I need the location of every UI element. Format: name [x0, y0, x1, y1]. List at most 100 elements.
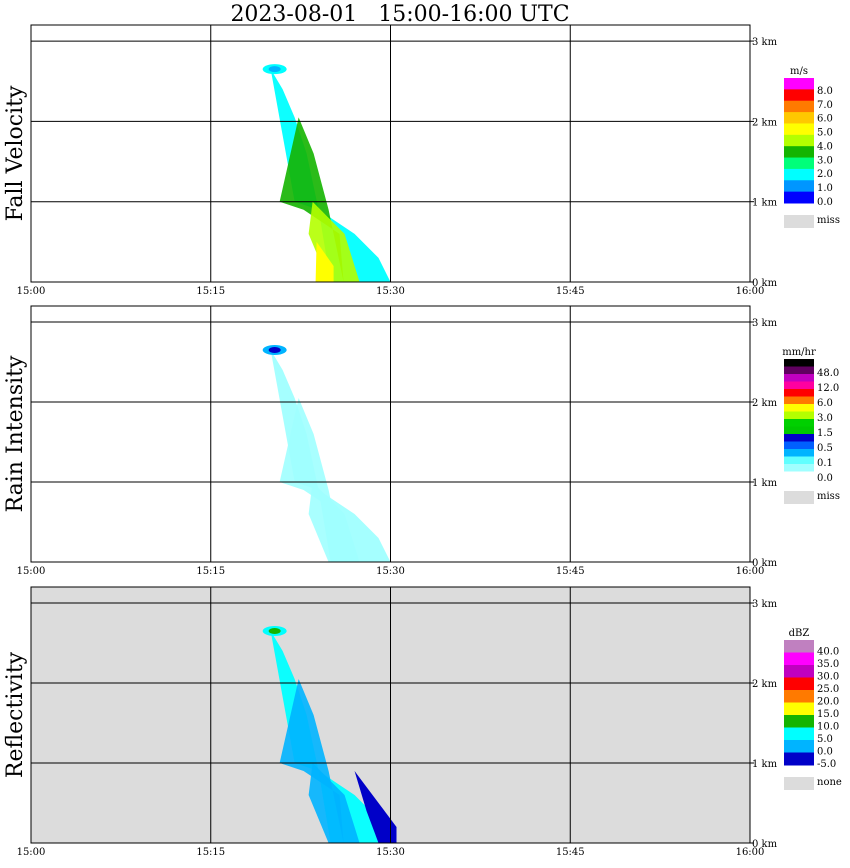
colorbar-swatch: [784, 464, 814, 472]
x-tick-label: 15:00: [17, 847, 46, 858]
grid: [31, 25, 750, 282]
colorbar-label: 4.0: [817, 141, 833, 152]
generating-cell-core: [268, 347, 281, 353]
grid: [31, 306, 750, 562]
colorbar-miss-swatch: [784, 777, 814, 790]
colorbar-swatch: [784, 366, 814, 375]
colorbar-label: 40.0: [817, 647, 839, 658]
echo-edge: [354, 771, 397, 843]
colorbar-label: 35.0: [817, 659, 839, 670]
colorbar-swatch: [784, 652, 814, 666]
x-tick-label: 15:15: [196, 286, 225, 297]
echo-region: [262, 626, 397, 843]
colorbar: dBZ 40.035.0 30.025.0 20.015.0 10.05.0 0.0-5.…: [784, 628, 842, 790]
echo-inner-core: [308, 482, 360, 562]
colorbar-swatch: [784, 89, 814, 102]
colorbar-swatch: [784, 157, 814, 170]
panel-1: 15:00 15:15 15:30 15:45 16:000 km 1 km 2 km 3 k…: [3, 24, 840, 297]
plot-frame: [30, 586, 751, 844]
colorbar-swatch: [784, 191, 814, 204]
colorbar-swatch: [784, 389, 814, 397]
colorbar-label: 6.0: [817, 398, 833, 409]
colorbar-label: 0.0: [817, 197, 833, 208]
x-tick-label: 15:00: [17, 286, 46, 297]
colorbar-label: 0.1: [817, 458, 833, 469]
echo-region: [262, 64, 391, 282]
y-tick-label: 3 km: [752, 318, 778, 329]
colorbar-swatch: [784, 112, 814, 124]
colorbar-swatch: [784, 715, 814, 728]
colorbar-unit: m/s: [790, 66, 808, 77]
x-tick-label: 15:30: [376, 566, 405, 577]
colorbar-label: -5.0: [817, 759, 836, 770]
panel-3: 15:00 15:15 15:30 15:45 16:000 km 1 km 2 km 3 k…: [3, 586, 842, 858]
x-tick-label: 15:45: [556, 847, 585, 858]
echo-region: [262, 345, 391, 562]
y-tick-label: 0 km: [752, 278, 778, 289]
x-tick-label: 15:45: [556, 286, 585, 297]
colorbar-label: 1.5: [817, 428, 833, 439]
echo-core: [279, 679, 344, 843]
y-tick-label: 1 km: [752, 759, 778, 770]
y-tick-label: 3 km: [752, 599, 778, 610]
colorbar-swatch: [784, 665, 814, 678]
colorbar-swatch: [784, 727, 814, 741]
colorbar-miss-label: miss: [817, 491, 840, 502]
colorbar-label: 6.0: [817, 114, 833, 125]
generating-cell-core: [268, 628, 281, 634]
colorbar-swatch: [784, 690, 814, 703]
echo-peak: [315, 241, 334, 282]
generating-cell-core: [268, 66, 281, 73]
colorbar-swatch: [784, 396, 814, 405]
colorbar-swatch: [784, 411, 814, 420]
y-tick-label: 2 km: [752, 679, 778, 690]
colorbar-label: 1.0: [817, 183, 833, 194]
colorbar: m/s 8.0 7.0 6.0 5.0 4.0 3.0 2.0 1.0 0.0 miss: [784, 66, 840, 228]
x-tick-label: 16:00: [736, 847, 765, 858]
colorbar-label: 8.0: [817, 86, 833, 97]
x-tick-label: 15:30: [376, 286, 405, 297]
colorbar-swatch: [784, 134, 814, 147]
colorbar-swatch: [784, 441, 814, 450]
colorbar-swatch: [784, 640, 814, 653]
colorbar-label: 10.0: [817, 722, 839, 733]
y-axis-title: Fall Velocity: [3, 85, 28, 221]
colorbar-swatch: [784, 359, 814, 367]
colorbar-swatch: [784, 180, 814, 193]
colorbar-unit: mm/hr: [782, 347, 816, 358]
colorbar-swatch: [784, 404, 814, 412]
colorbar-label: 5.0: [817, 734, 833, 745]
colorbar-label: 48.0: [817, 368, 839, 379]
colorbar-label: 5.0: [817, 128, 833, 139]
y-axis-title: Rain Intensity: [3, 355, 28, 512]
y-axis-title: Reflectivity: [3, 651, 28, 778]
colorbar-swatch: [784, 381, 814, 390]
colorbar-label: 0.0: [817, 747, 833, 758]
colorbar-swatch: [784, 456, 814, 465]
colorbar-label: 0.5: [817, 443, 833, 454]
y-tick-label: 1 km: [752, 198, 778, 209]
colorbar-swatch: [784, 426, 814, 435]
colorbar-swatch: [784, 740, 814, 753]
colorbar-label: 20.0: [817, 697, 839, 708]
colorbar-label: 0.0: [817, 473, 833, 484]
colorbar-label: 3.0: [817, 155, 833, 166]
colorbar-label: 25.0: [817, 684, 839, 695]
x-tick-label: 15:30: [376, 847, 405, 858]
colorbar-label: 7.0: [817, 100, 833, 111]
colorbar-swatch: [784, 168, 814, 181]
colorbar-unit: dBZ: [789, 628, 810, 639]
y-tick-label: 1 km: [752, 478, 778, 489]
grid: [31, 587, 750, 843]
colorbar-label: 30.0: [817, 672, 839, 683]
panel-2: 15:00 15:15 15:30 15:45 16:000 km 1 km 2 km 3 k…: [3, 305, 840, 577]
colorbar-swatch: [784, 374, 814, 382]
x-tick-label: 16:00: [736, 286, 765, 297]
y-tick-label: 0 km: [752, 839, 778, 850]
plot-frame: [30, 24, 751, 283]
colorbar-miss-label: none: [817, 777, 842, 788]
x-tick-label: 15:15: [196, 847, 225, 858]
colorbar-swatch: [784, 449, 814, 457]
x-tick-label: 15:00: [17, 566, 46, 577]
